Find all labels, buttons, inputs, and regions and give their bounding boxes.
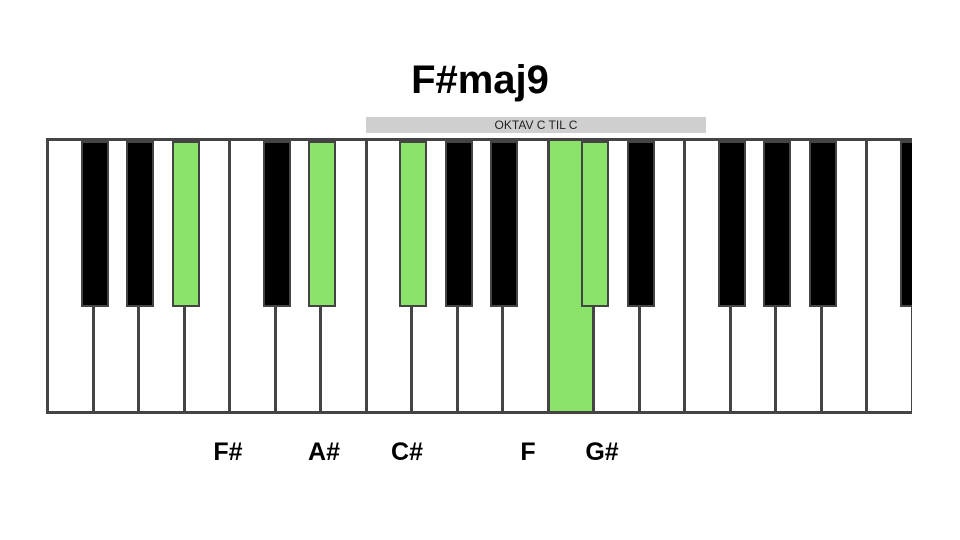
black-key-a-sharp bbox=[808, 141, 837, 307]
piano-keyboard bbox=[46, 138, 912, 414]
black-key-f-sharp bbox=[717, 141, 746, 307]
black-key-c-sharp bbox=[581, 141, 609, 307]
note-label: F bbox=[520, 438, 536, 466]
octave-range-bar: OKTAV C TIL C bbox=[366, 117, 706, 133]
black-key-d-sharp bbox=[308, 141, 336, 307]
black-key-f-sharp bbox=[80, 141, 109, 307]
black-key-g-sharp bbox=[126, 141, 154, 307]
black-key-a-sharp bbox=[171, 141, 200, 307]
black-key-c-sharp bbox=[262, 141, 291, 307]
chord-title: F#maj9 bbox=[411, 58, 549, 102]
black-key-a-sharp bbox=[490, 141, 518, 307]
black-key-g-sharp bbox=[763, 141, 791, 307]
black-key-f-sharp bbox=[399, 141, 427, 307]
note-label: F# bbox=[213, 438, 243, 466]
black-key-d-sharp bbox=[626, 141, 655, 307]
note-label: G# bbox=[585, 438, 619, 466]
black-key-c-sharp bbox=[899, 141, 912, 307]
black-key-g-sharp bbox=[444, 141, 473, 307]
note-label: C# bbox=[391, 438, 423, 466]
note-label: A# bbox=[308, 438, 340, 466]
